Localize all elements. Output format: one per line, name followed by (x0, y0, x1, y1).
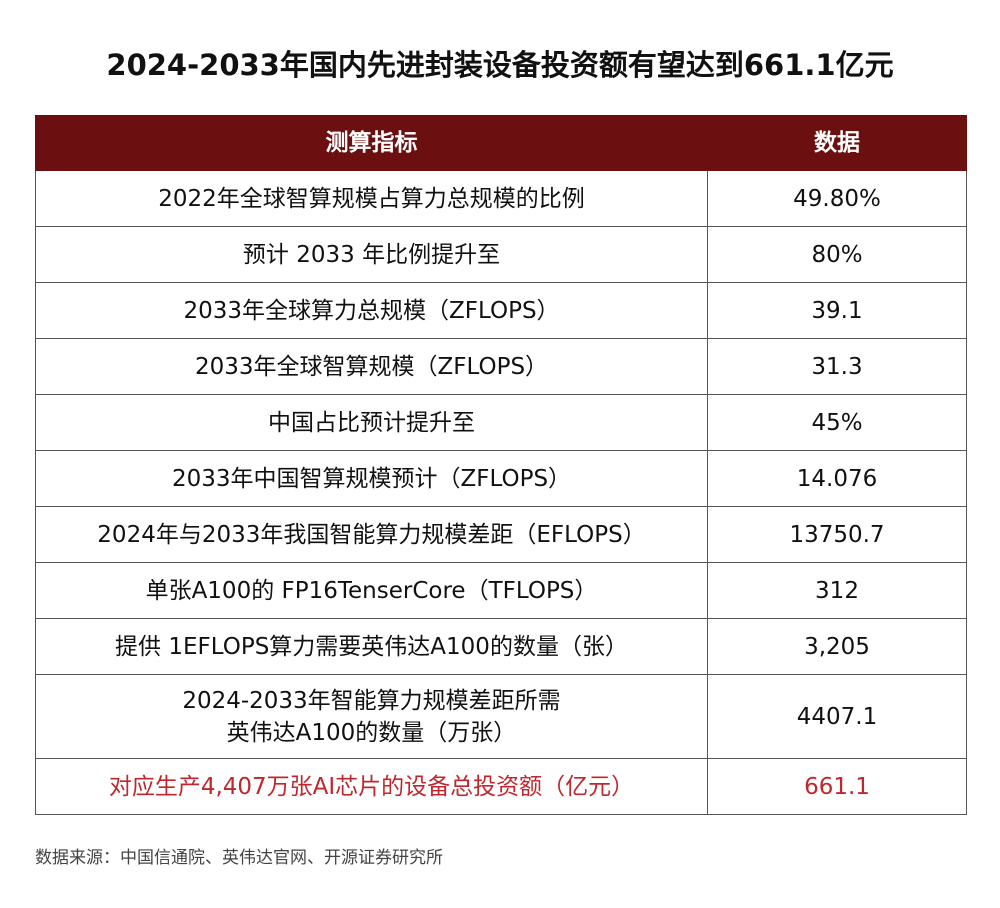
table-row: 对应生产4,407万张AI芯片的设备总投资额（亿元） 661.1 (35, 758, 967, 815)
value-cell: 312 (707, 562, 967, 619)
table-row: 单张A100的 FP16TenserCore（TFLOPS） 312 (35, 562, 967, 619)
metric-cell: 2033年中国智算规模预计（ZFLOPS） (35, 450, 708, 507)
table-body: 2022年全球智算规模占算力总规模的比例 49.80% 预计 2033 年比例提升至… (35, 170, 967, 815)
value-cell: 80% (707, 226, 967, 283)
value-cell: 13750.7 (707, 506, 967, 563)
table-row: 2024-2033年智能算力规模差距所需 英伟达A100的数量（万张） 4407.… (35, 674, 967, 759)
header-cell: 测算指标 (35, 115, 708, 171)
table-row: 2022年全球智算规模占算力总规模的比例 49.80% (35, 170, 967, 227)
value-cell: 3,205 (707, 618, 967, 675)
metric-cell: 2022年全球智算规模占算力总规模的比例 (35, 170, 708, 227)
title: 2024-2033年国内先进封装设备投资额有望达到661.1亿元 (106, 48, 894, 82)
metric-cell: 提供 1EFLOPS算力需要英伟达A100的数量（张） (35, 618, 708, 675)
table-row: 2033年全球智算规模（ZFLOPS） 31.3 (35, 338, 967, 395)
metric-cell: 对应生产4,407万张AI芯片的设备总投资额（亿元） (35, 758, 708, 815)
metric-cell: 2024年与2033年我国智能算力规模差距（EFLOPS） (35, 506, 708, 563)
table-row: 2024年与2033年我国智能算力规模差距（EFLOPS） 13750.7 (35, 506, 967, 563)
table-row: 预计 2033 年比例提升至 80% (35, 226, 967, 283)
value-cell: 661.1 (707, 758, 967, 815)
value-cell: 31.3 (707, 338, 967, 395)
source-note: 数据来源：中国信通院、英伟达官网、开源证券研究所 (35, 848, 443, 868)
value-cell: 49.80% (707, 170, 967, 227)
table-row: 中国占比预计提升至 45% (35, 394, 967, 451)
value-cell: 14.076 (707, 450, 967, 507)
value-cell: 45% (707, 394, 967, 451)
table-row: 提供 1EFLOPS算力需要英伟达A100的数量（张） 3,205 (35, 618, 967, 675)
value-cell: 39.1 (707, 282, 967, 339)
metric-cell: 2033年全球算力总规模（ZFLOPS） (35, 282, 708, 339)
table-row: 2033年中国智算规模预计（ZFLOPS） 14.076 (35, 450, 967, 507)
value-cell: 4407.1 (707, 674, 967, 759)
metric-cell: 预计 2033 年比例提升至 (35, 226, 708, 283)
metric-cell: 单张A100的 FP16TenserCore（TFLOPS） (35, 562, 708, 619)
table-row: 2033年全球算力总规模（ZFLOPS） 39.1 (35, 282, 967, 339)
metric-cell: 2033年全球智算规模（ZFLOPS） (35, 338, 708, 395)
data-table: 测算指标 数据 2022年全球智算规模占算力总规模的比例 49.80% 预计 203… (35, 115, 967, 815)
metric-cell: 中国占比预计提升至 (35, 394, 708, 451)
metric-cell: 2024-2033年智能算力规模差距所需 英伟达A100的数量（万张） (35, 674, 708, 759)
header-cell: 数据 (707, 115, 967, 171)
header-row: 测算指标 数据 (35, 115, 967, 171)
